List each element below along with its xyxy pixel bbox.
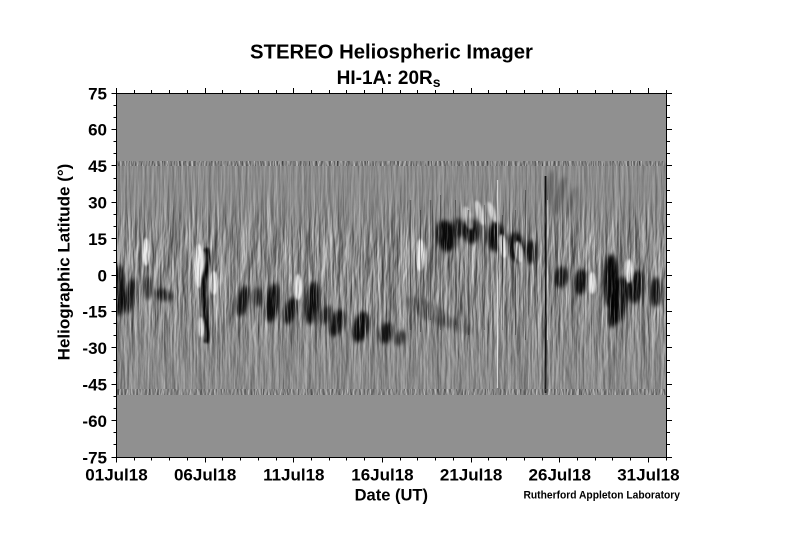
svg-text:0: 0 bbox=[98, 266, 107, 285]
svg-text:Heliographic Latitude (°): Heliographic Latitude (°) bbox=[54, 164, 73, 361]
svg-text:45: 45 bbox=[88, 157, 107, 176]
svg-text:21Jul18: 21Jul18 bbox=[440, 466, 502, 485]
svg-text:-30: -30 bbox=[82, 339, 107, 358]
svg-text:75: 75 bbox=[88, 84, 107, 103]
svg-text:15: 15 bbox=[88, 230, 107, 249]
svg-text:Date (UT): Date (UT) bbox=[355, 487, 428, 505]
svg-text:16Jul18: 16Jul18 bbox=[351, 466, 413, 485]
svg-text:-60: -60 bbox=[82, 412, 107, 431]
svg-text:01Jul18: 01Jul18 bbox=[85, 466, 147, 485]
svg-text:30: 30 bbox=[88, 193, 107, 212]
svg-text:STEREO Heliospheric Imager: STEREO Heliospheric Imager bbox=[250, 42, 533, 64]
svg-text:Rutherford Appleton Laboratory: Rutherford Appleton Laboratory bbox=[524, 490, 681, 502]
svg-text:11Jul18: 11Jul18 bbox=[263, 466, 324, 485]
svg-text:HI-1A: 20Rs: HI-1A: 20Rs bbox=[337, 68, 441, 90]
svg-text:60: 60 bbox=[88, 121, 107, 140]
svg-text:-45: -45 bbox=[82, 376, 107, 395]
svg-text:06Jul18: 06Jul18 bbox=[174, 466, 236, 485]
svg-text:-75: -75 bbox=[82, 448, 107, 467]
svg-text:-15: -15 bbox=[82, 303, 107, 322]
svg-text:26Jul18: 26Jul18 bbox=[529, 466, 591, 485]
svg-text:31Jul18: 31Jul18 bbox=[617, 466, 679, 485]
